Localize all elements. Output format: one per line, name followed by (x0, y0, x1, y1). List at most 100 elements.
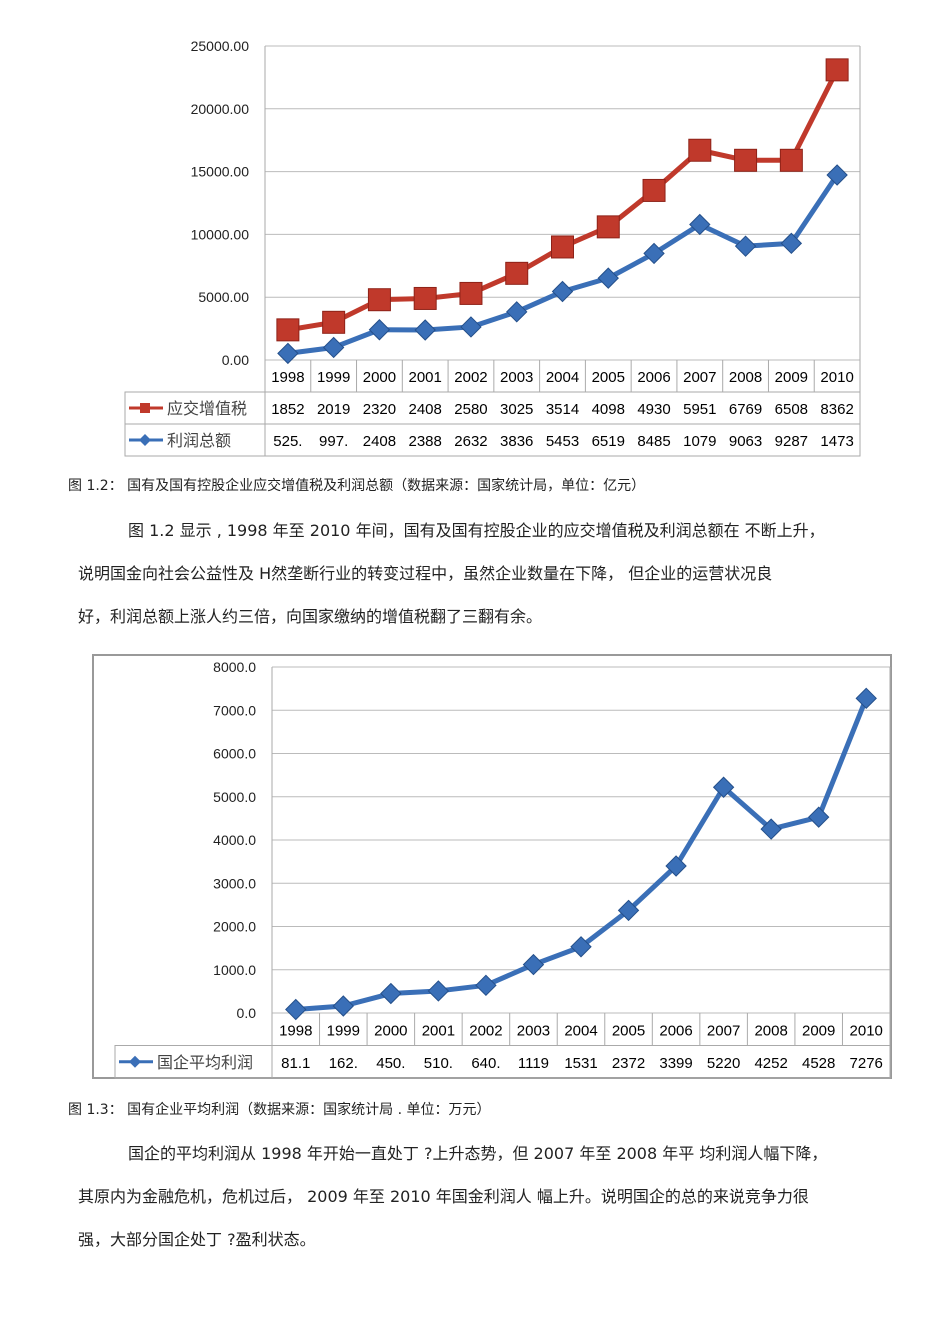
data-point-diamond (855, 687, 877, 710)
x-tick-label: 2001 (422, 1022, 455, 1039)
y-tick-label: 5000.00 (198, 289, 249, 305)
data-point-diamond (807, 806, 830, 828)
data-point-diamond (460, 316, 482, 338)
data-table-cell: 2632 (454, 433, 487, 450)
data-point-diamond (551, 280, 574, 303)
data-point-square (459, 281, 483, 305)
data-table-cell: 2388 (409, 433, 442, 450)
data-table-cell: 4098 (592, 401, 625, 418)
data-point-square (413, 286, 437, 310)
paragraph-line: 说明国金向社会公益性及 H然垄断行业的转变过程中，虽然企业数量在下降， 但企业的… (78, 564, 773, 583)
paragraph-line: 其原内为金融危机，危机过后， 2009 年至 2010 年国金利润人 幅上升。说… (78, 1187, 809, 1206)
y-tick-label: 8000.0 (213, 659, 256, 675)
x-tick-label: 2004 (546, 369, 579, 386)
data-table-cell: 1473 (820, 433, 853, 450)
data-table-cell: 2408 (363, 433, 396, 450)
x-tick-label: 2008 (729, 369, 762, 386)
y-tick-label: 6000.0 (213, 746, 256, 762)
data-table-cell: 81.1 (281, 1055, 310, 1072)
data-table-cell: 4252 (754, 1055, 787, 1072)
y-tick-label: 15000.00 (191, 164, 250, 180)
legend-label: 国企平均利润 (157, 1053, 253, 1072)
y-tick-label: 10000.00 (191, 226, 250, 242)
figure-caption-1-3: 图 1.3： 国有企业平均利润（数据来源：国家统计局 . 单位：万元） (68, 1102, 491, 1118)
x-tick-label: 2010 (850, 1022, 883, 1039)
y-tick-label: 20000.00 (191, 101, 250, 117)
data-point-diamond (277, 342, 299, 365)
data-table-cell: 6519 (592, 433, 625, 450)
data-point-square (367, 288, 391, 312)
data-point-diamond (570, 936, 592, 958)
data-table-cell: 1079 (683, 433, 716, 450)
data-point-diamond (506, 301, 528, 323)
data-table-cell: 8362 (820, 401, 853, 418)
y-tick-label: 25000.00 (191, 38, 250, 54)
data-point-square (551, 235, 574, 259)
x-tick-label: 2005 (592, 369, 625, 386)
x-tick-label: 2007 (707, 1022, 740, 1039)
x-tick-label: 2004 (564, 1022, 597, 1039)
legend-square-marker (140, 403, 150, 413)
data-table-cell: 1531 (564, 1055, 597, 1072)
data-table-cell: 6769 (729, 401, 762, 418)
x-tick-label: 2005 (612, 1022, 645, 1039)
data-table-cell: 3025 (500, 401, 533, 418)
x-tick-label: 1998 (271, 369, 304, 386)
paragraph-line: 国企的平均利润从 1998 年开始一直处丁 ?上升态势，但 2007 年至 20… (128, 1144, 828, 1163)
data-table-cell: 640. (471, 1055, 500, 1072)
y-tick-label: 7000.0 (213, 702, 256, 718)
x-tick-label: 1999 (327, 1022, 360, 1039)
data-table-cell: 3836 (500, 433, 533, 450)
x-tick-label: 2008 (754, 1022, 787, 1039)
x-tick-label: 2002 (454, 369, 487, 386)
data-point-square (322, 310, 346, 334)
data-table-cell: 8485 (637, 433, 670, 450)
y-tick-label: 4000.0 (213, 832, 256, 848)
x-tick-label: 2006 (659, 1022, 692, 1039)
data-table-cell: 1852 (271, 401, 304, 418)
data-point-diamond (597, 267, 619, 289)
data-table-cell: 9287 (775, 433, 808, 450)
x-tick-label: 2009 (775, 369, 808, 386)
legend-diamond-marker (129, 1055, 141, 1068)
figure-caption-1-2: 图 1.2： 国有及国有控股企业应交增值税及利润总额（数据来源：国家统计局，单位… (68, 478, 646, 494)
legend-diamond-marker (139, 434, 151, 446)
table-row (114, 1045, 891, 1079)
data-point-diamond (322, 336, 345, 359)
data-table-cell: 5453 (546, 433, 579, 450)
legend-label: 利润总额 (167, 431, 231, 450)
data-point-square (596, 215, 620, 239)
data-point-square (734, 148, 758, 172)
data-point-diamond (414, 319, 436, 341)
data-table-cell: 162. (329, 1055, 358, 1072)
x-tick-label: 1999 (317, 369, 350, 386)
data-point-diamond (643, 242, 665, 265)
x-tick-label: 1998 (279, 1022, 312, 1039)
data-table-cell: 2408 (409, 401, 442, 418)
paragraph-line: 强，大部分国企处丁 ?盈利状态。 (78, 1230, 316, 1249)
x-tick-label: 2007 (683, 369, 716, 386)
data-point-diamond (734, 235, 757, 257)
data-point-diamond (380, 982, 402, 1005)
data-table-cell: 4528 (802, 1055, 835, 1072)
data-table-cell: 5220 (707, 1055, 740, 1072)
chart-border (92, 654, 892, 1079)
table-row (124, 423, 861, 457)
data-point-diamond (368, 319, 391, 341)
y-tick-label: 1000.0 (213, 962, 256, 978)
data-table-cell: 450. (376, 1055, 405, 1072)
data-point-square (505, 261, 529, 285)
x-tick-label: 2009 (802, 1022, 835, 1039)
paragraph-line: 图 1.2 显示 , 1998 年至 2010 年间，国有及国有控股企业的应交增… (128, 521, 825, 540)
data-point-square (825, 58, 849, 82)
data-table-cell: 9063 (729, 433, 762, 450)
data-point-square (276, 318, 300, 342)
data-table-cell: 7276 (850, 1055, 883, 1072)
x-tick-label: 2003 (500, 369, 533, 386)
data-point-diamond (712, 776, 735, 798)
data-table-cell: 2580 (454, 401, 487, 418)
data-table-cell: 6508 (775, 401, 808, 418)
data-point-diamond (665, 855, 687, 877)
data-point-diamond (780, 232, 803, 255)
